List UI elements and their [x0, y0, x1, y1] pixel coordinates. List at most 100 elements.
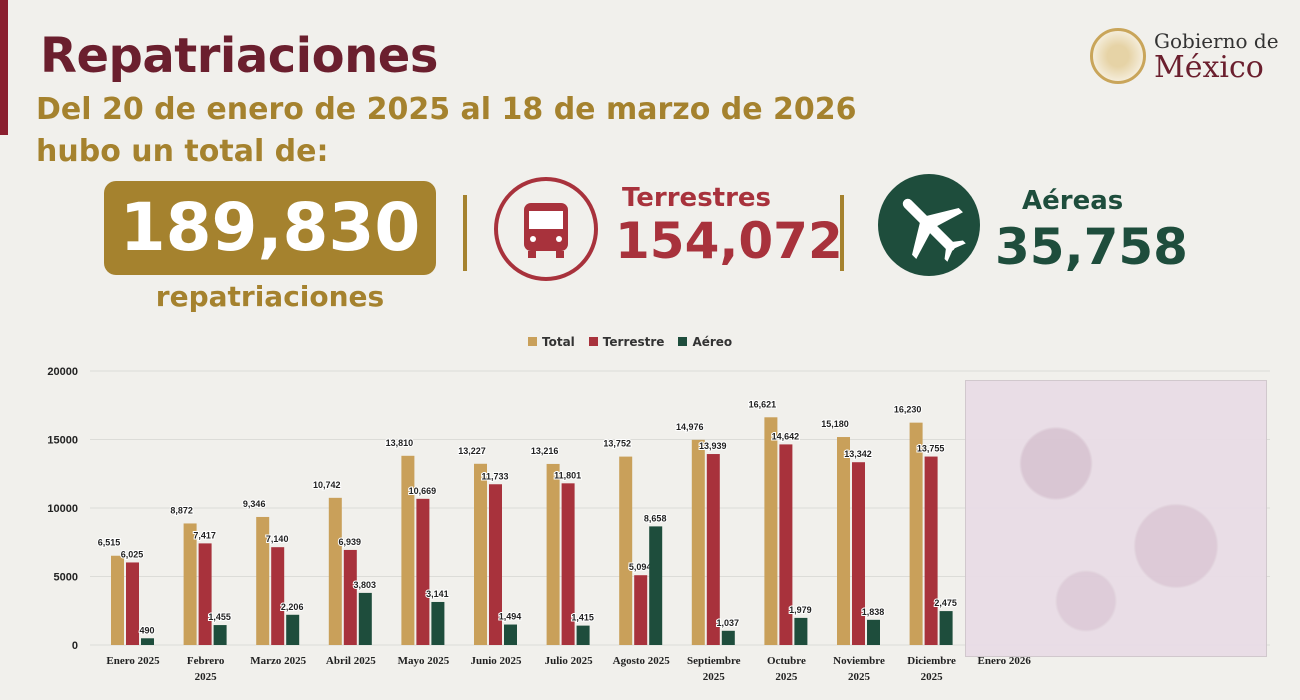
bar-aereo — [649, 526, 663, 645]
data-label: 3,803 — [354, 580, 377, 590]
data-label: 6,939 — [339, 537, 362, 547]
bar-total — [474, 463, 487, 645]
bar-aereo — [721, 630, 735, 645]
data-label: 13,810 — [386, 438, 414, 448]
x-tick-label: 2025 — [775, 671, 798, 683]
bar-total — [256, 516, 270, 645]
data-label: 1,415 — [571, 613, 594, 623]
terrestres-label: Terrestres — [622, 183, 772, 213]
data-label: 9,346 — [243, 499, 266, 509]
data-label: 16,230 — [894, 405, 922, 415]
bar-terrestre — [561, 483, 575, 645]
bar-aereo — [794, 617, 808, 645]
data-label: 13,939 — [699, 441, 727, 451]
data-label: 1,494 — [499, 612, 522, 622]
data-label: 490 — [139, 625, 154, 635]
bar-terrestre — [198, 543, 212, 645]
data-label: 13,227 — [458, 446, 486, 456]
data-label: 13,755 — [917, 444, 945, 454]
aereas-label: Aéreas — [1022, 186, 1124, 216]
data-label: 13,216 — [531, 446, 559, 456]
bar-terrestre — [852, 462, 865, 645]
data-label: 10,669 — [409, 486, 437, 496]
x-tick-label: Octubre — [767, 655, 806, 667]
data-label: 6,515 — [98, 538, 121, 548]
data-label: 2,206 — [281, 602, 304, 612]
data-label: 2,475 — [934, 598, 957, 608]
divider — [840, 195, 844, 271]
data-label: 7,140 — [266, 534, 289, 544]
x-tick-label: Diciembre — [907, 655, 956, 667]
data-label: 14,976 — [676, 422, 704, 432]
bar-aereo — [867, 619, 880, 645]
data-label: 6,025 — [121, 549, 144, 559]
bar-total — [183, 523, 197, 645]
bar-aereo — [213, 625, 227, 645]
data-label: 1,037 — [717, 618, 740, 628]
bar-aereo — [939, 611, 953, 645]
total-label: repatriaciones — [155, 280, 385, 313]
data-label: 1,455 — [208, 612, 231, 622]
subtitle: hubo un total de: — [36, 134, 329, 169]
bar-terrestre — [416, 498, 430, 645]
bar-terrestre — [779, 444, 793, 645]
bar-terrestre — [489, 484, 502, 645]
x-tick-label: Enero 2025 — [106, 655, 160, 667]
y-tick-label: 0 — [72, 640, 78, 652]
bar-aereo — [141, 638, 154, 645]
seal-icon — [1090, 28, 1146, 84]
x-tick-label: Septiembre — [687, 655, 741, 667]
logo-line1: Gobierno de — [1154, 29, 1279, 53]
date-range: Del 20 de enero de 2025 al 18 de marzo d… — [36, 92, 857, 127]
bar-aereo — [358, 592, 372, 645]
data-label: 5,094 — [629, 562, 652, 572]
page-title: Repatriaciones — [40, 28, 438, 84]
legend-aereo: Aéreo — [678, 335, 732, 349]
bar-aereo — [431, 601, 445, 645]
logo-line2: México — [1154, 50, 1264, 85]
x-tick-label: 2025 — [848, 671, 871, 683]
x-tick-label: Marzo 2025 — [250, 655, 306, 667]
y-tick-label: 10000 — [47, 503, 78, 515]
airplane-icon — [878, 174, 980, 276]
bar-total — [619, 456, 633, 645]
bar-terrestre — [634, 575, 648, 645]
x-tick-label: Abril 2025 — [326, 655, 376, 667]
x-tick-label: Noviembre — [833, 655, 885, 667]
bar-aereo — [576, 625, 590, 645]
bar-total — [764, 417, 778, 645]
bar-terrestre — [924, 456, 938, 645]
bar-total — [401, 455, 415, 645]
x-tick-label: Febrero — [187, 655, 225, 667]
bar-aereo — [286, 614, 300, 645]
pattern-overlay — [965, 380, 1267, 657]
legend-terrestre: Terrestre — [588, 335, 664, 349]
accent-bar — [0, 0, 8, 135]
x-tick-label: Junio 2025 — [470, 655, 522, 667]
total-value: 189,830 — [104, 181, 436, 275]
bar-terrestre — [271, 547, 285, 645]
legend-total: Total — [528, 335, 575, 349]
data-label: 8,872 — [170, 505, 193, 515]
bar-total — [691, 439, 705, 645]
data-label: 15,180 — [821, 419, 849, 429]
data-label: 3,141 — [426, 589, 449, 599]
data-label: 11,733 — [481, 471, 508, 481]
data-label: 16,621 — [749, 399, 777, 409]
data-label: 1,979 — [789, 605, 812, 615]
bus-icon — [494, 177, 598, 281]
data-label: 13,752 — [603, 439, 631, 449]
bar-total — [837, 437, 850, 645]
data-label: 1,838 — [862, 607, 885, 617]
y-tick-label: 5000 — [54, 572, 78, 584]
bar-aereo — [504, 624, 517, 645]
x-tick-label: Julio 2025 — [545, 655, 593, 667]
data-label: 8,658 — [644, 513, 667, 523]
data-label: 14,642 — [772, 431, 800, 441]
terrestres-value: 154,072 — [615, 212, 843, 270]
x-tick-label: Enero 2026 — [978, 655, 1032, 667]
y-tick-label: 20000 — [47, 366, 78, 378]
x-tick-label: Mayo 2025 — [398, 655, 450, 667]
bar-terrestre — [706, 454, 720, 645]
